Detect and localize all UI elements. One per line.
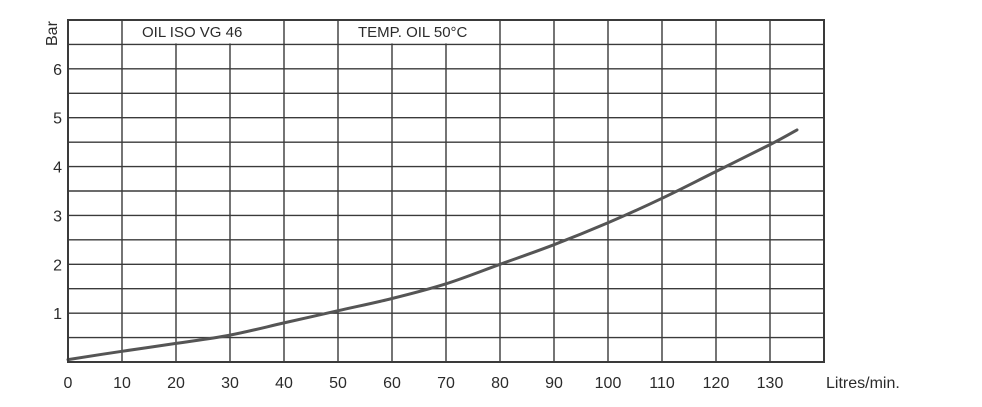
x-tick-label: 80 <box>491 375 509 392</box>
plot-frame <box>67 19 825 363</box>
x-axis-ticks: 0 10 20 30 40 50 60 70 80 90 100 110 120 130 <box>64 375 784 392</box>
x-tick-label: 10 <box>113 375 131 392</box>
y-tick-label: 5 <box>53 111 62 128</box>
x-axis-title: Litres/min. <box>826 375 900 392</box>
x-tick-label: 0 <box>64 375 73 392</box>
x-tick-label: 60 <box>383 375 401 392</box>
x-tick-label: 130 <box>757 375 784 392</box>
y-tick-label: 4 <box>53 160 62 177</box>
x-tick-label: 120 <box>703 375 730 392</box>
x-tick-label: 90 <box>545 375 563 392</box>
annotation-box <box>123 21 283 44</box>
annotation-text: OIL ISO VG 46 <box>142 24 242 41</box>
x-tick-label: 70 <box>437 375 455 392</box>
y-tick-label: 6 <box>53 62 62 79</box>
grid <box>68 20 824 362</box>
y-tick-label: 2 <box>53 257 62 274</box>
x-tick-label: 40 <box>275 375 293 392</box>
y-axis-title: Bar <box>44 20 61 46</box>
annotation-box <box>339 21 499 44</box>
y-tick-label: 1 <box>53 306 62 323</box>
annotation-boxes: OIL ISO VG 46 TEMP. OIL 50°C <box>123 21 499 44</box>
plot-border <box>67 19 825 363</box>
x-tick-label: 100 <box>595 375 622 392</box>
x-tick-label: 30 <box>221 375 239 392</box>
annotation-text: TEMP. OIL 50°C <box>358 24 468 41</box>
series-layer <box>66 128 799 362</box>
x-tick-label: 20 <box>167 375 185 392</box>
y-axis-ticks: 1 2 3 4 5 6 <box>53 62 62 323</box>
x-tick-label: 110 <box>649 375 675 392</box>
y-tick-label: 3 <box>53 208 62 225</box>
series-line <box>66 128 799 362</box>
x-tick-label: 50 <box>329 375 347 392</box>
